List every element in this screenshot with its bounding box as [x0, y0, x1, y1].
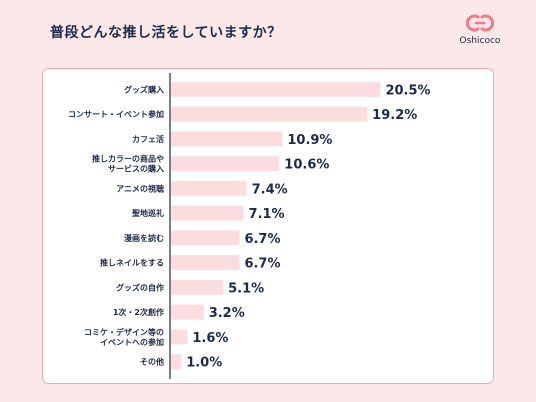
bar — [171, 255, 240, 271]
category-label: 漫画を読む — [124, 233, 164, 243]
oshicoco-logo-icon — [465, 14, 495, 32]
bar — [171, 180, 247, 196]
value-label: 3.2% — [209, 306, 245, 321]
category-label: 推しカラーの商品やサービスの購入 — [92, 154, 164, 174]
brand-name: Oshicoco — [459, 36, 501, 46]
bar — [171, 81, 381, 97]
bar — [171, 156, 280, 172]
category-label: 聖地巡礼 — [132, 208, 164, 218]
value-label: 19.2% — [372, 108, 417, 123]
chart-card: グッズ購入 20.5% コンサート・イベント参加 19.2% カフェ活 10.9% 推しカラ… — [42, 68, 494, 384]
category-label: 1次・2次創作 — [113, 307, 164, 317]
value-label: 7.1% — [249, 207, 285, 222]
value-label: 6.7% — [244, 232, 280, 247]
category-label: グッズの自作 — [116, 282, 164, 292]
bar — [171, 304, 204, 320]
value-label: 10.6% — [284, 158, 329, 173]
page-title: 普段どんな推し活をしていますか？ — [50, 25, 282, 41]
bar — [171, 106, 368, 122]
category-label: その他 — [140, 357, 164, 367]
category-label: コミケ・デザイン等のイベントへの参加 — [84, 327, 164, 347]
bar-chart: グッズ購入 20.5% コンサート・イベント参加 19.2% カフェ活 10.9% 推しカラ… — [68, 73, 431, 379]
category-label: コンサート・イベント参加 — [68, 109, 164, 119]
value-label: 1.0% — [186, 356, 222, 371]
value-label: 20.5% — [385, 83, 430, 98]
bar — [171, 230, 240, 246]
brand-logo: Oshicoco — [452, 12, 508, 52]
category-label: 推しネイルをする — [100, 258, 164, 268]
value-label: 5.1% — [228, 281, 264, 296]
value-label: 6.7% — [244, 257, 280, 272]
category-label: グッズ購入 — [124, 84, 164, 94]
bar — [171, 131, 283, 147]
value-label: 10.9% — [287, 133, 332, 148]
value-label: 7.4% — [252, 182, 288, 197]
bar — [171, 205, 244, 221]
category-label: アニメの視聴 — [116, 183, 164, 193]
bar — [171, 329, 188, 345]
value-label: 1.6% — [192, 331, 228, 346]
category-label: カフェ活 — [132, 134, 164, 144]
bar — [171, 354, 182, 370]
bar — [171, 279, 224, 295]
